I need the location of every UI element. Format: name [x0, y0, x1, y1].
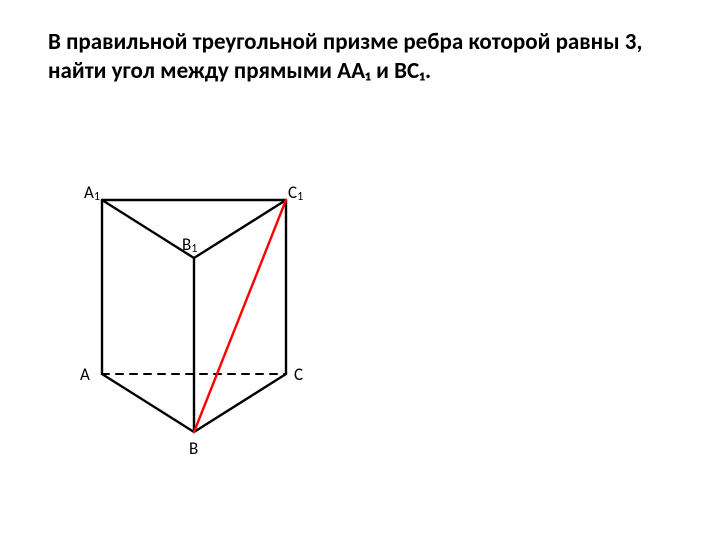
vertex-label-C1: C1 — [288, 182, 303, 203]
vertex-label-B: B — [189, 438, 198, 459]
edge-B1-C1 — [194, 200, 286, 258]
prism-figure: A B C A1 B1 C1 — [66, 168, 326, 463]
edge-A-B — [102, 374, 194, 432]
vertex-label-A: A — [80, 364, 90, 385]
edge-A1-B1 — [102, 200, 194, 258]
edge-B-C — [194, 374, 286, 432]
vertex-label-C: C — [294, 364, 303, 385]
vertex-label-B1: B1 — [182, 234, 197, 255]
problem-title: В правильной треугольной призме ребра ко… — [48, 28, 672, 86]
prism-svg — [66, 168, 326, 458]
edge-B-C1 — [194, 200, 286, 432]
vertex-label-A1: A1 — [84, 182, 100, 203]
